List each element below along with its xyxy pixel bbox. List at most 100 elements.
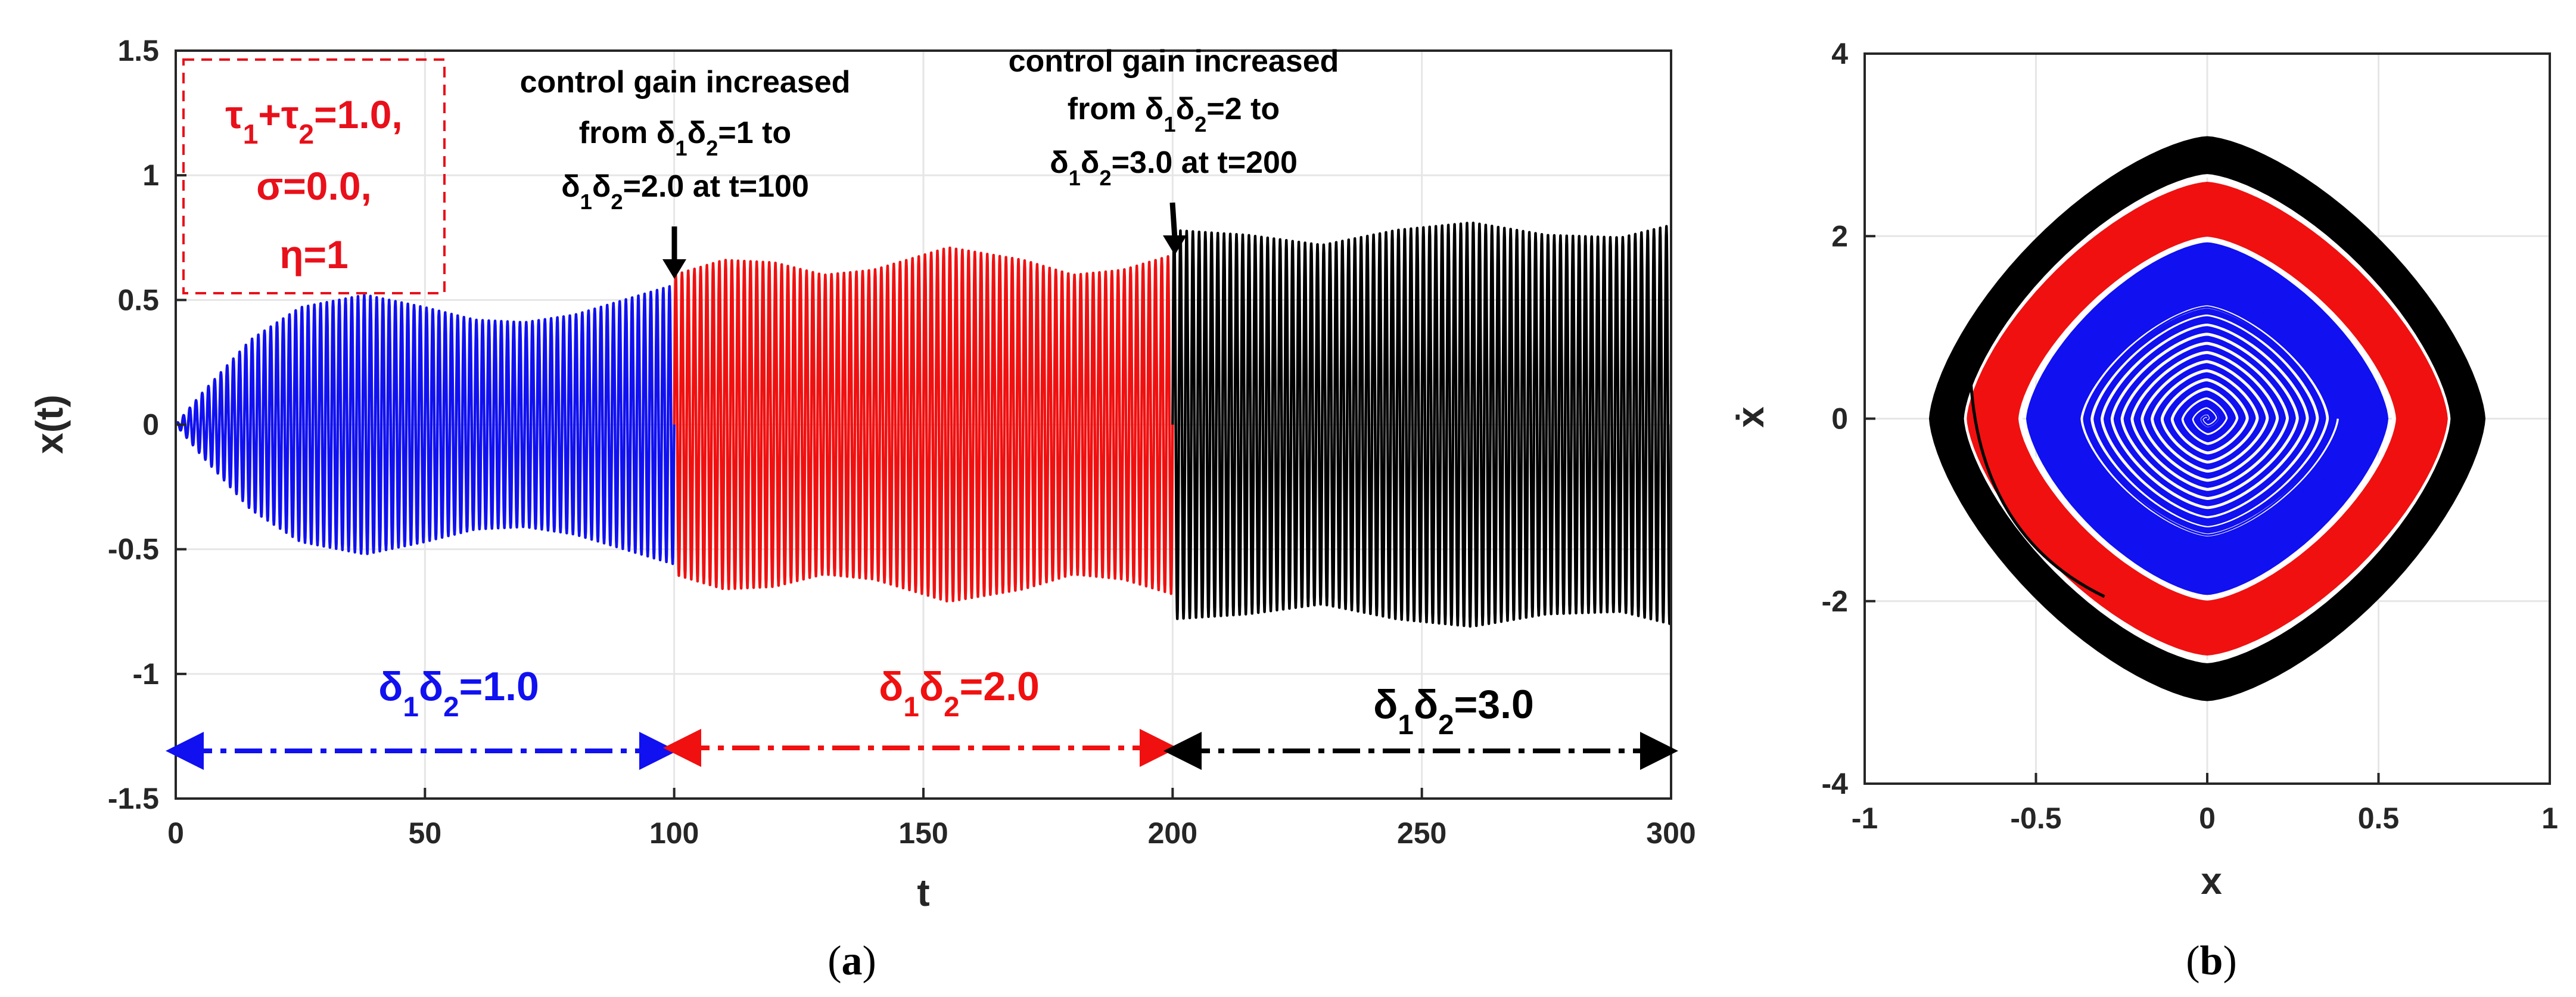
segment-1-label: δ1δ2=1.0: [378, 664, 539, 723]
subscript: 1: [1069, 166, 1081, 190]
annotation-t100-line-1: control gain increased: [520, 65, 851, 100]
white-spiral: [2080, 305, 2339, 537]
panel-a-xtick-label: 100: [649, 816, 699, 850]
annotation-t200: control gain increased from δ1δ2=2 to δ1…: [1009, 44, 1339, 255]
white-ring: [2018, 237, 2396, 601]
annotation-t100: control gain increased from δ1δ2=1 to δ1…: [520, 65, 851, 279]
panel-b-xtick-label: -0.5: [2010, 802, 2061, 835]
segment-2: δ1δ2=2.0: [663, 664, 1178, 767]
panel-a-caption-open: (: [827, 938, 841, 984]
segment-2-label: δ1δ2=2.0: [879, 664, 1040, 723]
panel-a-ytick-label: 0: [142, 408, 159, 442]
phase-orbit-3: [2026, 242, 2389, 595]
panel-b: -1 -0.5 0 0.5 1 4 2 0 -2 -4 x ẋ (b): [1729, 37, 2558, 984]
segment-3: δ1δ2=3.0: [1163, 682, 1678, 770]
greek-letter: τ: [225, 92, 242, 136]
red-loop: [2006, 226, 2409, 611]
greek-letter: δ: [1414, 682, 1438, 727]
subscript: 1: [1163, 112, 1175, 136]
panel-a-ytick-label: -1: [133, 657, 159, 691]
panel-a-xtick-label: 200: [1148, 816, 1197, 850]
greek-letter: δ: [1373, 682, 1398, 727]
panel-a-ylabel: x(t): [28, 395, 71, 454]
greek-letter: δ: [378, 664, 403, 709]
blue-loop: [2026, 242, 2389, 595]
greek-letter: δ: [1050, 145, 1069, 180]
subscript: 1: [1398, 709, 1413, 741]
panel-a: 0 50 100 150 200 250 300 1.5 1 0.5 0 -0.5 -1 -1.5 t x…: [28, 34, 1696, 984]
panel-b-caption-letter: b: [2200, 938, 2223, 984]
panel-b-caption-open: (: [2186, 938, 2199, 984]
panel-a-caption-close: ): [863, 938, 876, 984]
series-line-3: [1171, 221, 1671, 628]
subscript: 2: [1438, 709, 1454, 741]
subscript: 1: [403, 691, 418, 723]
panel-b-caption-close: ): [2223, 938, 2236, 984]
annotation-t100-line-2: from δ1δ2=1 to: [579, 116, 791, 160]
series-line-1: [176, 285, 676, 566]
greek-letter: δ: [879, 664, 903, 709]
phase-orbit-1: [1928, 136, 2486, 701]
subscript: 1: [243, 119, 259, 150]
panel-b-xlabel: x: [2201, 859, 2222, 902]
panel-b-xtick-label: -1: [1852, 802, 1878, 835]
red-loop: [1967, 181, 2448, 656]
black-loop: [1928, 136, 2486, 701]
greek-letter: δ: [1081, 145, 1100, 180]
panel-b-ytick-label: -4: [1822, 767, 1849, 800]
blue-spiral: [2072, 296, 2337, 536]
red-loop: [1991, 209, 2423, 628]
annotation-t200-line-3: δ1δ2=3.0 at t=200: [1050, 145, 1298, 190]
subscript: 2: [298, 119, 314, 150]
panel-b-caption: (b): [2186, 938, 2237, 984]
subscript: 2: [443, 691, 459, 723]
subscript: 2: [1099, 166, 1111, 190]
panel-a-xtick-label: 0: [167, 816, 184, 850]
annotation-t200-arrowhead: [1163, 235, 1187, 255]
red-loop: [1986, 204, 2428, 633]
panel-a-ytick-label: 1.5: [117, 34, 159, 67]
panel-a-caption-letter: a: [842, 938, 863, 984]
panel-a-series: [176, 221, 1671, 628]
panel-b-series: [1928, 136, 2486, 701]
panel-b-ytick-label: -2: [1822, 585, 1848, 618]
panel-b-xtick-label: 0.5: [2358, 802, 2400, 835]
red-loop: [2001, 220, 2413, 617]
subscript: 2: [1194, 112, 1206, 136]
red-loop: [1981, 198, 2433, 639]
red-loop: [2011, 232, 2404, 605]
red-loop: [1996, 215, 2418, 622]
panel-b-ytick-label: 4: [1831, 37, 1848, 70]
subscript: 1: [675, 136, 687, 160]
greek-letter: δ: [1145, 92, 1164, 126]
subscript: 2: [706, 136, 718, 160]
annotation-t100-line-3: δ1δ2=2.0 at t=100: [561, 169, 809, 214]
greek-letter: δ: [687, 116, 707, 150]
annotation-t200-arrow: [1169, 202, 1178, 239]
subscript: 2: [611, 190, 623, 214]
panel-b-ylabel: ẋ: [1729, 406, 1772, 428]
panel-a-xtick-label: 50: [409, 816, 442, 850]
panel-a-ticks: 0 50 100 150 200 250 300 1.5 1 0.5 0 -0.5 -1 -1.5: [108, 34, 1696, 850]
panel-a-ytick-label: -1.5: [108, 782, 159, 815]
subscript: 2: [944, 691, 959, 723]
greek-letter: δ: [592, 169, 611, 204]
panel-a-xtick-label: 250: [1397, 816, 1446, 850]
greek-letter: δ: [1176, 92, 1195, 126]
param-box-line-2: σ=0.0,: [256, 164, 372, 208]
panel-b-ticks: -1 -0.5 0 0.5 1 4 2 0 -2 -4: [1822, 37, 2558, 835]
panel-b-ytick-label: 0: [1831, 402, 1848, 436]
panel-b-xtick-label: 1: [2541, 802, 2558, 835]
subscript: 1: [580, 190, 592, 214]
annotation-t200-line-2: from δ1δ2=2 to: [1068, 92, 1280, 136]
param-box-line-3: η=1: [279, 232, 349, 277]
panel-a-xtick-label: 300: [1646, 816, 1695, 850]
panel-a-xtick-label: 150: [898, 816, 948, 850]
greek-letter: τ: [281, 92, 298, 136]
transient-curve: [1969, 382, 2105, 598]
series-line-2: [673, 246, 1174, 602]
greek-letter: δ: [561, 169, 580, 204]
greek-letter: δ: [919, 664, 944, 709]
panel-b-xtick-label: 0: [2199, 802, 2216, 835]
